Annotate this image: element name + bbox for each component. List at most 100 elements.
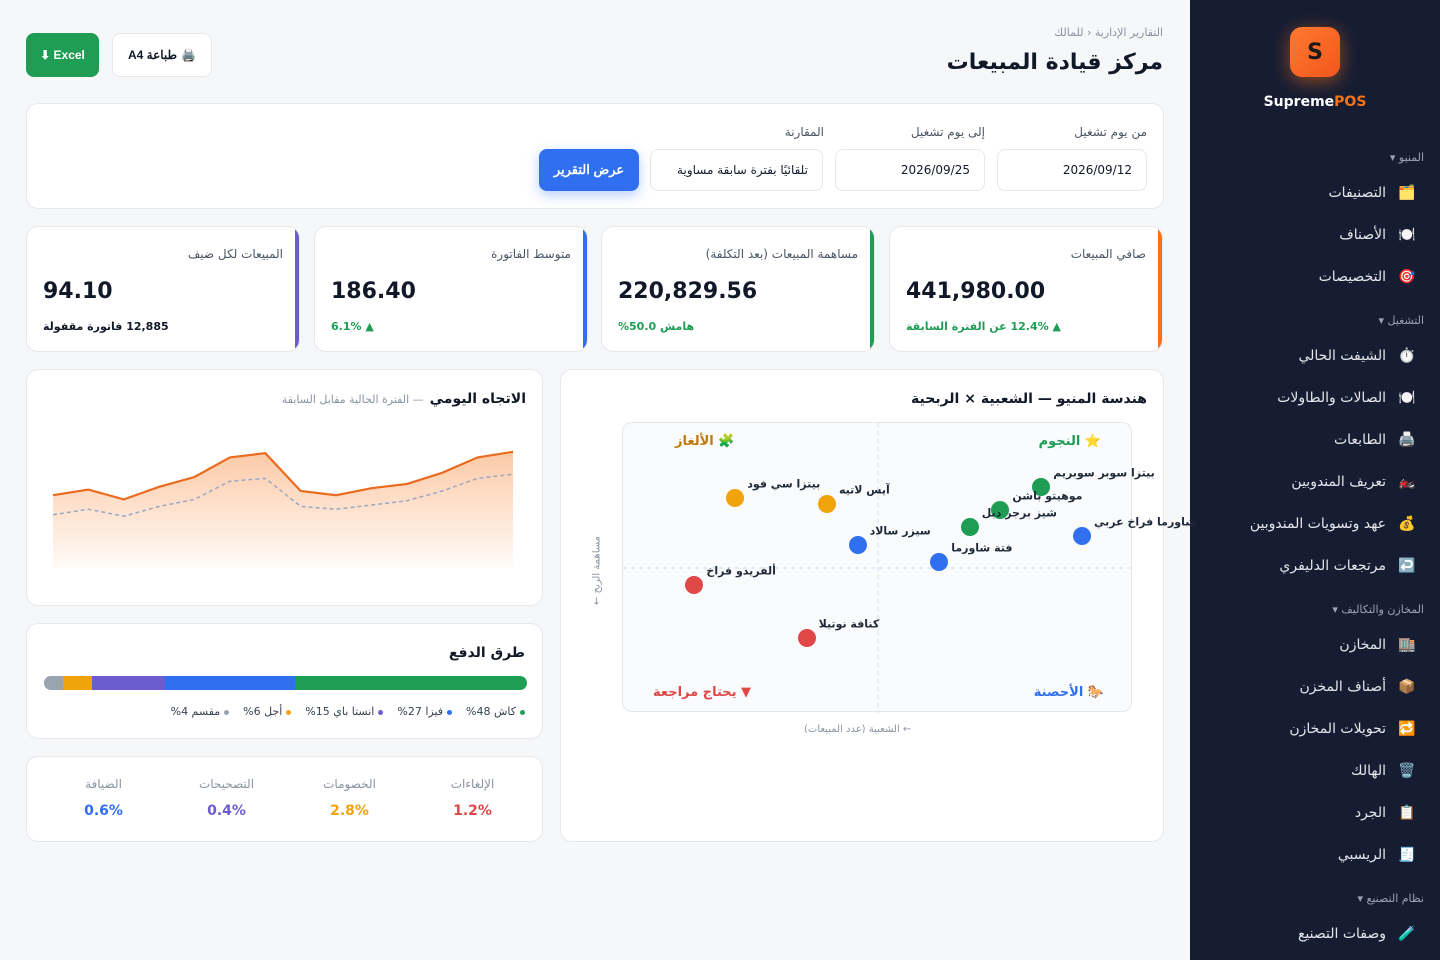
scatter-point-label: كنافة نوتيلا (818, 617, 880, 631)
breadcrumb: التقارير الإدارية ‹ للمالك (1054, 26, 1163, 39)
folder-icon: 🗂️ (1398, 185, 1416, 201)
kpi-value: 441,980.00 (906, 279, 1046, 304)
kpi-card-sales-per-guest: المبيعات لكل ضيف 94.10 12,885 فاتورة مقف… (26, 226, 300, 352)
kpi-accent-bar (295, 227, 299, 351)
scatter-point[interactable] (797, 628, 816, 647)
kpi-change: ▲ 6.1% (331, 320, 374, 333)
scatter-point[interactable] (848, 535, 867, 554)
scatter-point[interactable] (991, 501, 1010, 519)
kpi-label: المبيعات لكل ضيف (187, 247, 283, 261)
to-date-label: إلى يوم تشغيل (910, 125, 985, 139)
x-axis-label: ← الشعبية (عدد المبيعات) (804, 724, 912, 735)
kpi-change: هامش 50.0% (618, 320, 695, 333)
transfer-icon: 🔁 (1398, 721, 1416, 737)
scatter-point-label: فتة شاورما (951, 541, 1013, 555)
sidebar-item-items[interactable]: 🍽️ الأصناف (1339, 227, 1416, 243)
sidebar-item-drivers[interactable]: 🏍️ تعريف المندوبين (1291, 474, 1416, 490)
payment-segment (164, 676, 296, 690)
compare-select[interactable]: تلقائيًا بفترة سابقة مساوية (650, 149, 823, 191)
scatter-point-label: شاورما فراخ عربي (1094, 515, 1197, 529)
sidebar-item-current-shift[interactable]: ⏱️ الشيفت الحالي (1298, 348, 1416, 364)
page-title: مركز قيادة المبيعات (946, 50, 1163, 75)
quadrant-dividers (623, 423, 1133, 713)
kpi-card-net-sales: صافي المبيعات 441,980.00 ▲ 12.4% عن الفت… (889, 226, 1163, 352)
plate-icon: 🍽️ (1398, 390, 1416, 406)
stat-hospitality: الضيافة 0.6% (84, 777, 123, 819)
payment-segment (63, 676, 93, 690)
kpi-value: 220,829.56 (618, 279, 758, 304)
kpi-label: متوسط الفاتورة (491, 247, 571, 261)
previous-period-line (52, 473, 514, 517)
legend-item: انستا باي 15% (305, 705, 384, 718)
payment-methods-bar (44, 676, 527, 690)
kpi-label: صافي المبيعات (1070, 247, 1146, 261)
payment-methods-title: طرق الدفع (448, 645, 525, 661)
sidebar-item-recipes[interactable]: 🧾 الريسبي (1337, 847, 1416, 863)
sidebar-item-driver-settlements[interactable]: 💰 عهد وتسويات المندوبين (1249, 516, 1416, 532)
sidebar: S SupremePOS المنيو ▾ 🗂️ التصنيفات 🍽️ الأص… (1190, 0, 1440, 960)
y-axis-label: مساهمة الربح ← (591, 535, 603, 606)
scatter-point[interactable] (960, 518, 979, 537)
stat-discounts: الخصومات 2.8% (323, 777, 376, 819)
matrix-plot: ⭐ النجوم 🧩 الألغاز 🐎 الأحصنة ▼ يحتاج مرا… (622, 422, 1196, 713)
kpi-value: 94.10 (43, 279, 113, 304)
scatter-point-label: ألفريدو فراخ (706, 564, 776, 578)
kpi-accent-bar (870, 227, 874, 351)
sidebar-item-modifiers[interactable]: 🎯 التخصيصات (1318, 269, 1416, 285)
scatter-point[interactable] (1032, 477, 1051, 496)
payment-segment (295, 676, 527, 690)
section-manufacturing[interactable]: نظام التصنيع ▾ (1357, 892, 1424, 905)
kpi-card-contribution: مساهمة المبيعات (بعد التكلفة) 220,829.56… (601, 226, 875, 352)
from-date-input[interactable]: 2026/09/12 (997, 149, 1147, 191)
legend-dot (378, 709, 384, 715)
warehouse-icon: 🏬 (1398, 637, 1416, 653)
excel-export-button[interactable]: Excel ⬇ (26, 33, 99, 77)
test-tube-icon: 🧪 (1398, 926, 1416, 942)
exceptions-card: الإلغاءات 1.2% الخصومات 2.8% التصحيحات 0… (26, 756, 543, 842)
sidebar-item-manufacturing-recipes[interactable]: 🧪 وصفات التصنيع (1297, 926, 1416, 942)
money-bag-icon: 💰 (1398, 516, 1416, 532)
kpi-sub: 12,885 فاتورة مقفولة (43, 320, 169, 333)
scatter-point[interactable] (818, 495, 836, 514)
scatter-point[interactable] (685, 576, 704, 595)
scatter-point[interactable] (726, 489, 745, 508)
quadrant-horses-label: 🐎 الأحصنة (1033, 685, 1104, 700)
legend-item: كاش 48% (466, 705, 525, 718)
target-icon: 🎯 (1398, 269, 1416, 285)
sidebar-item-delivery-returns[interactable]: ↩️ مرتجعات الدليفري (1279, 558, 1416, 574)
show-report-button[interactable]: عرض التقرير (539, 149, 639, 191)
quadrant-review-label: ▼ يحتاج مراجعة (653, 685, 752, 700)
sidebar-item-stores[interactable]: 🏬 المخازن (1339, 637, 1416, 653)
daily-trend-subtitle: — الفترة الحالية مقابل السابقة (281, 393, 424, 406)
section-stores[interactable]: المخازن والتكاليف ▾ (1332, 603, 1424, 616)
scatter-point-label: آيس لاتيه (839, 483, 890, 497)
scatter-point-label: شيز برجر دبل (981, 506, 1057, 520)
sidebar-item-store-items[interactable]: 📦 أصناف المخزن (1299, 679, 1416, 695)
sidebar-item-inventory[interactable]: 📋 الجرد (1354, 805, 1416, 821)
scatter-point[interactable] (930, 553, 949, 572)
current-period-area (53, 451, 513, 568)
section-operations[interactable]: التشغيل ▾ (1378, 314, 1424, 327)
clipboard-icon: 📋 (1398, 805, 1416, 821)
payment-methods-card: طرق الدفع كاش 48% فيزا 27% انستا باي 15% أج… (26, 623, 543, 739)
printer-icon: 🖨️ (181, 48, 197, 62)
print-a4-button[interactable]: 🖨️ طباعة A4 (112, 33, 212, 77)
sidebar-item-store-transfers[interactable]: 🔁 تحويلات المخازن (1289, 721, 1416, 737)
sidebar-item-categories[interactable]: 🗂️ التصنيفات (1328, 185, 1416, 201)
box-icon: 📦 (1398, 679, 1416, 695)
kpi-change: ▲ 12.4% عن الفترة السابقة (906, 320, 1061, 333)
daily-trend-card: الاتجاه اليومي — الفترة الحالية مقابل ال… (26, 369, 543, 606)
section-menu[interactable]: المنيو ▾ (1389, 151, 1424, 164)
sidebar-item-printers[interactable]: 🖨️ الطابعات (1333, 432, 1416, 448)
return-icon: ↩️ (1398, 558, 1416, 574)
kpi-accent-bar (1158, 227, 1162, 351)
scatter-point-label: سيزر سالاد (869, 524, 931, 538)
scatter-point[interactable] (1073, 527, 1091, 546)
scatter-point-label: بيتزا سوبر سوبريم (1053, 466, 1155, 480)
to-date-input[interactable]: 2026/09/25 (835, 149, 985, 191)
stat-cancellations: الإلغاءات 1.2% (450, 777, 495, 819)
sidebar-item-halls-tables[interactable]: 🍽️ الصالات والطاولات (1277, 390, 1416, 406)
sidebar-item-waste[interactable]: 🗑️ الهالك (1351, 763, 1416, 779)
current-period-line (52, 450, 514, 501)
logo-icon: S (1290, 27, 1340, 77)
